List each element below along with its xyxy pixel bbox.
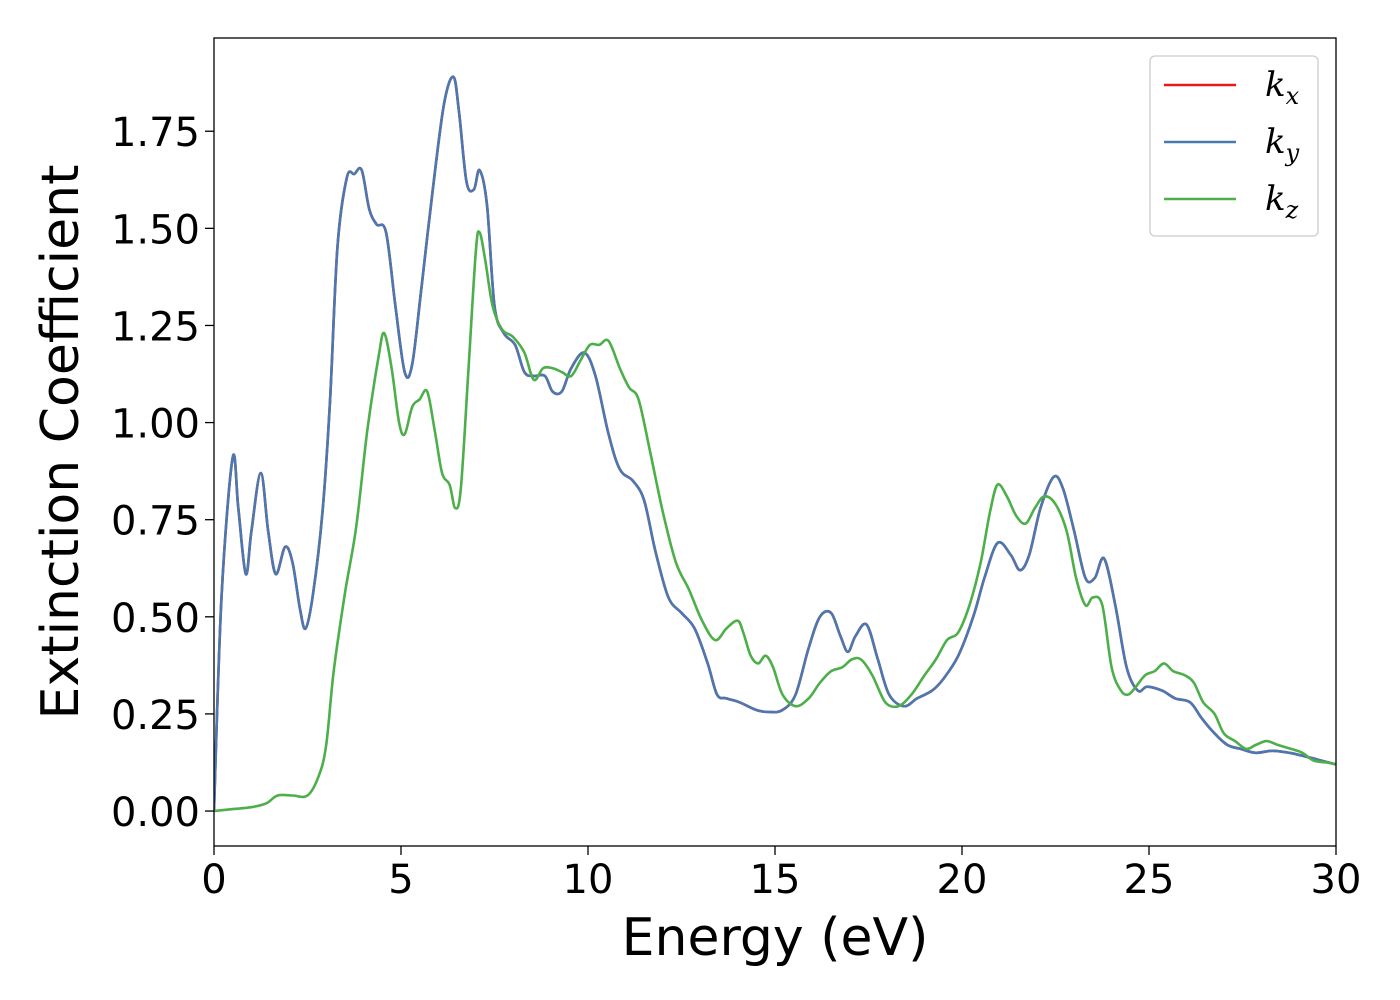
y-tick-label: 1.75	[111, 110, 200, 156]
y-tick-label: 0.50	[111, 596, 200, 642]
x-tick-label: 30	[1311, 857, 1362, 903]
legend-label-subscript: z	[1285, 196, 1299, 224]
x-tick-label: 15	[750, 857, 801, 903]
legend-label-main: k	[1265, 65, 1286, 105]
x-tick-label: 10	[563, 857, 614, 903]
legend-label-k-x: kx	[1265, 65, 1300, 110]
x-axis-title: Energy (eV)	[622, 908, 929, 968]
y-tick-label: 0.75	[111, 499, 200, 545]
legend-label-main: k	[1265, 122, 1286, 162]
y-tick-label: 0.25	[111, 693, 200, 739]
plot-lines	[214, 75, 1336, 813]
legend-label-subscript: y	[1285, 139, 1300, 167]
legend-label-k-y: ky	[1265, 122, 1300, 167]
y-axis-title: Extinction Coefficient	[31, 165, 91, 720]
legend-label-k-z: kz	[1265, 179, 1299, 224]
x-axis-ticks: 0 5 10 15 20 25 30	[201, 846, 1361, 903]
x-tick-label: 0	[201, 857, 226, 903]
y-axis-ticks: 0.00 0.25 0.50 0.75 1.00 1.25 1.50 1.75	[111, 110, 214, 836]
y-tick-label: 1.25	[111, 304, 200, 350]
y-tick-label: 1.00	[111, 402, 200, 448]
x-tick-label: 25	[1124, 857, 1175, 903]
legend-box	[1149, 55, 1319, 237]
legend-label-subscript: x	[1286, 82, 1300, 110]
y-tick-label: 0.00	[111, 790, 200, 836]
x-tick-label: 5	[388, 857, 413, 903]
x-tick-label: 20	[937, 857, 988, 903]
series-line-k-y	[214, 75, 1336, 812]
legend-label-main: k	[1265, 179, 1286, 219]
y-tick-label: 1.50	[111, 207, 200, 253]
series-line-k-z	[214, 230, 1336, 813]
